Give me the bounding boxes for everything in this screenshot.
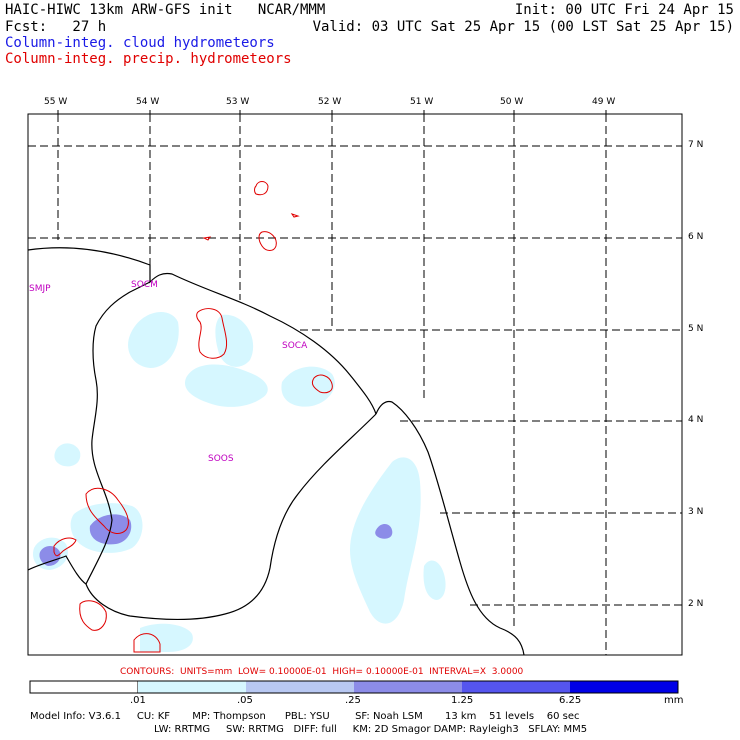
model-info-line1: Model Info: V3.6.1 CU: KF MP: Thompson P… [30, 711, 580, 722]
lat-label: 6 N [688, 232, 704, 242]
lat-label: 2 N [688, 599, 704, 609]
lon-label: 54 W [136, 97, 160, 107]
precip-contours [53, 181, 333, 653]
valid-time: Valid: 03 UTC Sat 25 Apr 15 (00 LST Sat … [312, 19, 734, 35]
lat-label: 4 N [688, 415, 704, 425]
lon-label: 53 W [226, 97, 250, 107]
lat-label: 7 N [688, 140, 704, 150]
model-info-line2: LW: RRTMG SW: RRTMG DIFF: full KM: 2D Sm… [154, 724, 588, 735]
lon-label: 49 W [592, 97, 616, 107]
contours-info: CONTOURS: UNITS=mm LOW= 0.10000E-01 HIGH… [120, 667, 524, 677]
colorbar-tick: 6.25 [559, 695, 582, 706]
lat-label: 3 N [688, 507, 704, 517]
lon-label: 51 W [410, 97, 434, 107]
top-ticks [57, 110, 607, 114]
field-precip-label: Column-integ. precip. hydrometeors [5, 51, 292, 67]
field-cloud-label: Column-integ. cloud hydrometeors [5, 35, 275, 51]
colorbar-tick: .01 [130, 695, 146, 706]
colorbar-tick: 1.25 [451, 695, 474, 706]
station-label: SOCM [131, 280, 158, 290]
plot-title: HAIC-HIWC 13km ARW-GFS init NCAR/MMM [5, 2, 326, 18]
coastline [27, 247, 525, 656]
station-label: SOCA [282, 341, 308, 351]
lat-label: 5 N [688, 324, 704, 334]
lon-label: 50 W [500, 97, 524, 107]
colorbar-tick: .05 [237, 695, 253, 706]
station-label: SOOS [208, 454, 234, 464]
graticule [28, 114, 682, 655]
init-time: Init: 00 UTC Fri 24 Apr 15 [514, 2, 734, 18]
lon-label: 55 W [44, 97, 68, 107]
colorbar-tick: .25 [345, 695, 361, 706]
colorbar [29, 680, 679, 694]
cloud-shading [32, 312, 446, 652]
lon-label: 52 W [318, 97, 342, 107]
station-label: SMJP [29, 284, 51, 294]
map-frame [27, 113, 683, 656]
forecast-hour: Fcst: 27 h [5, 19, 107, 35]
colorbar-unit: mm [664, 695, 684, 706]
